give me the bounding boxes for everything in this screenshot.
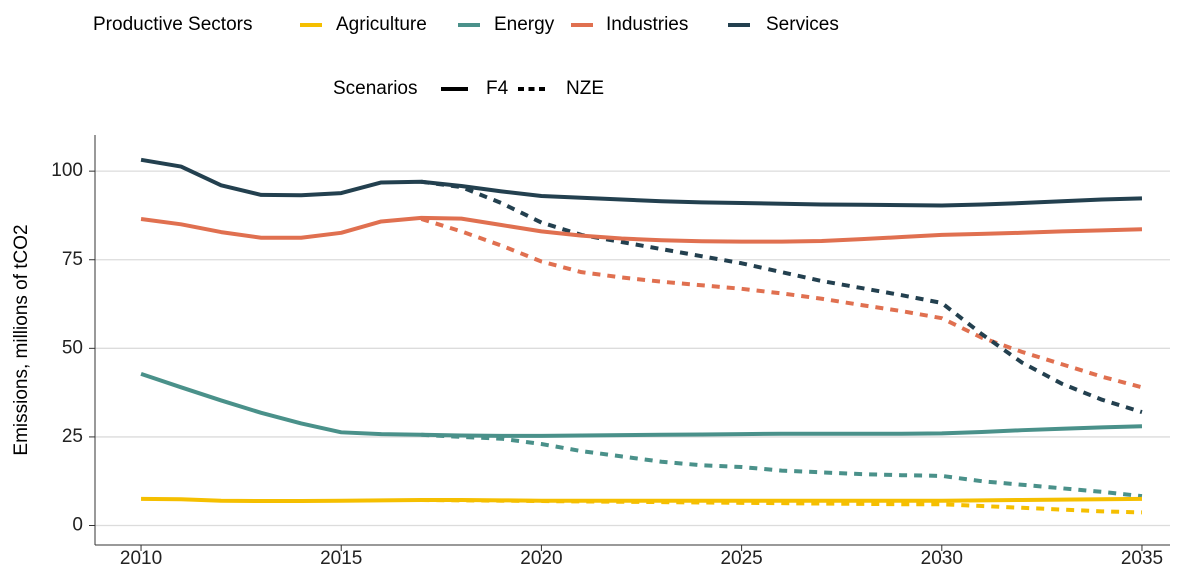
legend-label: Agriculture xyxy=(336,14,427,35)
series-line xyxy=(140,157,1143,208)
x-tick-label: 2020 xyxy=(520,548,562,569)
series-line xyxy=(141,496,1142,504)
x-tick-label: 2015 xyxy=(320,548,362,569)
legend-label: F4 xyxy=(486,78,509,99)
legend-label: NZE xyxy=(566,78,604,99)
series-line xyxy=(420,217,1143,390)
x-tick-label: 2010 xyxy=(120,548,162,569)
x-tick-label: 2030 xyxy=(921,548,963,569)
legend-title: Productive Sectors xyxy=(93,14,252,35)
y-axis-title: Emissions, millions of tCO2 xyxy=(11,224,32,455)
x-tick-label: 2035 xyxy=(1121,548,1163,569)
legend-label: Energy xyxy=(494,14,555,35)
series-line xyxy=(140,215,1143,244)
y-tick-label: 100 xyxy=(51,160,83,181)
y-tick-label: 0 xyxy=(72,515,83,536)
series-line xyxy=(421,432,1143,499)
legend-title: Scenarios xyxy=(333,78,418,99)
y-tick-label: 50 xyxy=(62,337,83,358)
series-line xyxy=(421,179,1143,415)
series-line xyxy=(140,371,1143,438)
y-tick-label: 25 xyxy=(62,426,83,447)
legend-label: Industries xyxy=(606,14,688,35)
x-tick-label: 2025 xyxy=(720,548,762,569)
y-tick-label: 75 xyxy=(62,249,83,270)
legend-label: Services xyxy=(766,14,839,35)
